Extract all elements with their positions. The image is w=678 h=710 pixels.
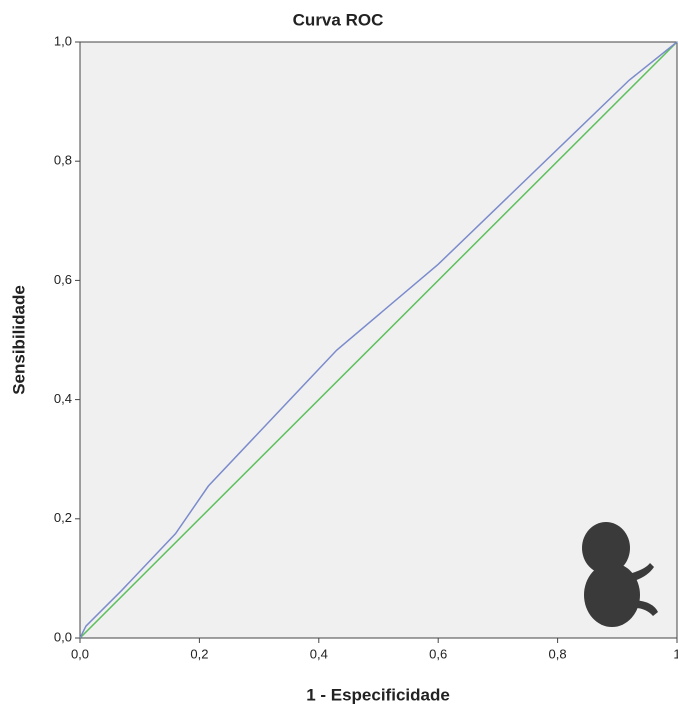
y-tick-label: 0,0	[54, 629, 72, 644]
y-tick-label: 1,0	[54, 33, 72, 48]
x-axis-title: 1 - Especificidade	[306, 685, 450, 704]
y-tick-label: 0,4	[54, 391, 72, 406]
roc-line	[79, 41, 678, 639]
x-tick-label: 1	[673, 646, 678, 661]
x-tick-label: 0,0	[71, 646, 89, 661]
x-tick-label: 0,4	[310, 646, 328, 661]
y-axis-title: Sensibilidade	[9, 285, 28, 395]
y-tick-label: 0,6	[54, 272, 72, 287]
x-tick-label: 0,8	[549, 646, 567, 661]
y-tick-label: 0,8	[54, 153, 72, 168]
chart-title: Curva ROC	[293, 10, 384, 29]
fetus-icon	[582, 522, 658, 627]
y-tick-label: 0,2	[54, 510, 72, 525]
x-tick-label: 0,2	[190, 646, 208, 661]
x-tick-label: 0,6	[429, 646, 447, 661]
roc-line	[79, 41, 678, 639]
